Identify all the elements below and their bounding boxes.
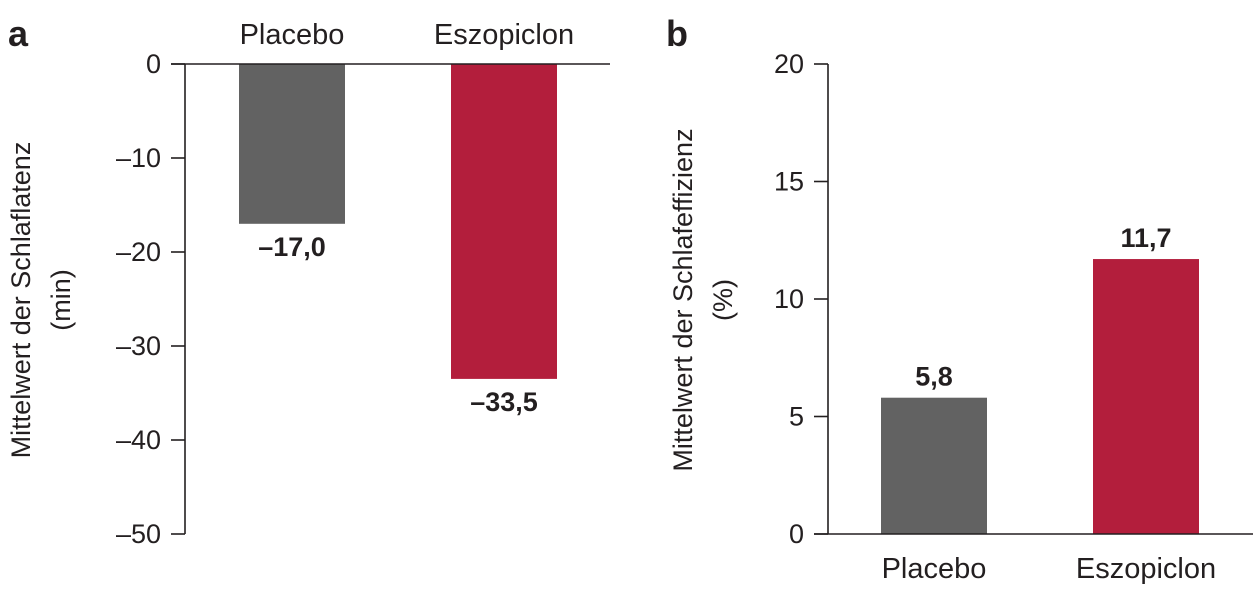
category-label-placebo: Placebo: [882, 553, 987, 585]
bar-placebo: [239, 64, 345, 224]
category-label-placebo: Placebo: [240, 19, 345, 51]
bar-eszopiclon: [451, 64, 557, 379]
y-axis-unit: (%): [708, 279, 738, 321]
data-label-placebo: 5,8: [915, 362, 953, 392]
panel-b: b 5,8 Placebo 11,7 Eszopiclon 0 5 10 15 20 Mittel…: [666, 13, 1253, 585]
y-tick-label: 5: [789, 402, 804, 432]
data-label-eszopiclon: 11,7: [1120, 223, 1171, 253]
panel-letter-a: a: [8, 13, 29, 54]
y-tick-label: 20: [774, 49, 804, 79]
bar-placebo: [881, 397, 987, 534]
data-label-placebo: –17,0: [258, 232, 326, 262]
panel-letter-b: b: [666, 13, 688, 54]
y-tick-label: –50: [116, 519, 161, 549]
y-tick-label: –30: [116, 331, 161, 361]
y-tick-label: –40: [116, 425, 161, 455]
y-tick-label: 10: [774, 284, 804, 314]
y-axis-title: Mittelwert der Schlaflatenz: [6, 142, 36, 459]
panel-a: a –17,0 Placebo –33,5 Eszopiclon 0 –10 –20 –30 –…: [6, 13, 610, 549]
y-axis-title: Mittelwert der Schlafeffizienz: [668, 128, 698, 471]
y-tick-label: –20: [116, 237, 161, 267]
data-label-eszopiclon: –33,5: [470, 387, 538, 417]
y-axis-unit: (min): [46, 269, 76, 331]
y-tick-label: –10: [116, 143, 161, 173]
y-tick-label: 15: [774, 167, 804, 197]
category-label-eszopiclon: Eszopiclon: [1076, 553, 1216, 585]
bar-eszopiclon: [1093, 259, 1199, 534]
category-label-eszopiclon: Eszopiclon: [434, 19, 574, 51]
y-tick-label: 0: [146, 49, 161, 79]
y-tick-label: 0: [789, 519, 804, 549]
